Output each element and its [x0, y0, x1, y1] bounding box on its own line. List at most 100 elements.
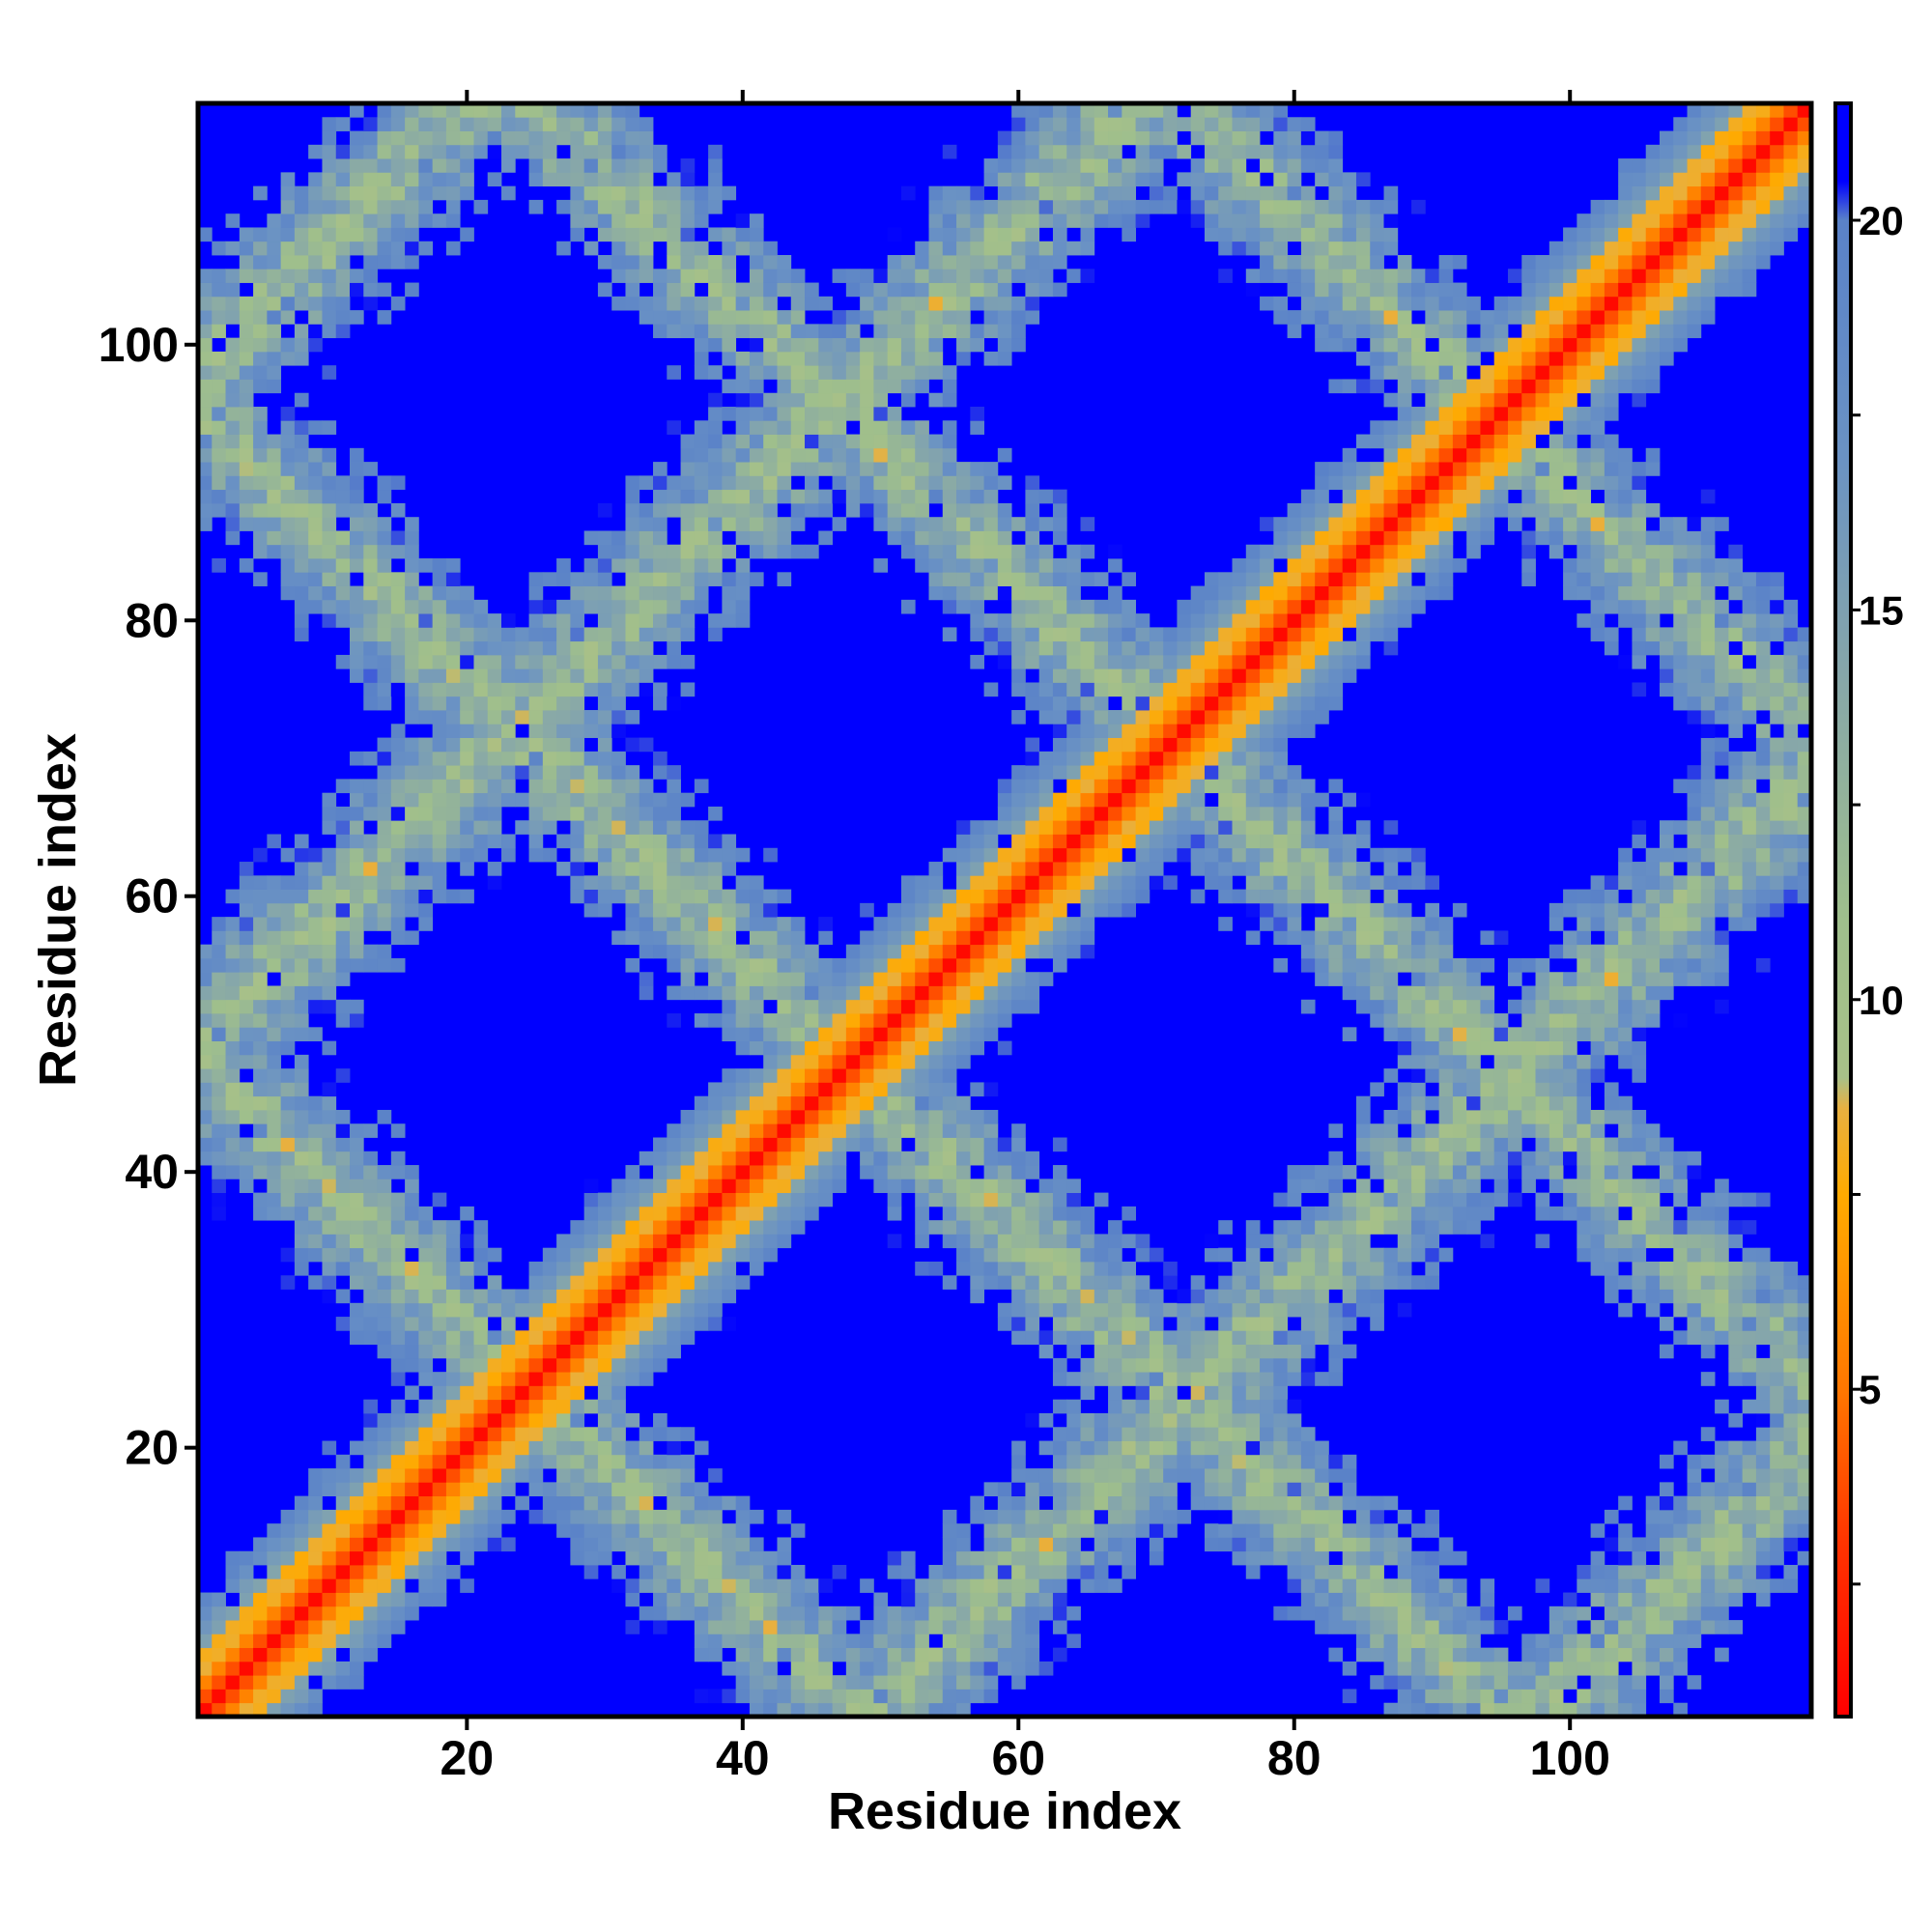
heatmap-cell: [570, 1468, 585, 1483]
heatmap-cell: [694, 324, 709, 339]
heatmap-cell: [722, 1151, 737, 1166]
heatmap-cell: [432, 710, 447, 724]
heatmap-cell: [308, 847, 323, 863]
heatmap-cell: [1025, 1206, 1040, 1221]
heatmap-cell: [680, 324, 696, 339]
heatmap-cell: [722, 1220, 737, 1235]
heatmap-cell: [653, 1302, 668, 1318]
heatmap-cell: [611, 1440, 626, 1456]
heatmap-cell: [377, 1247, 392, 1263]
heatmap-cell: [322, 1234, 337, 1249]
heatmap-cell: [570, 1372, 585, 1386]
heatmap-cell: [1287, 117, 1302, 131]
heatmap-cell: [749, 1095, 764, 1111]
heatmap-cell: [1273, 724, 1288, 738]
heatmap-cell: [845, 1040, 861, 1056]
heatmap-cell: [1038, 558, 1054, 573]
heatmap-cell: [611, 199, 626, 214]
heatmap-cell: [460, 1550, 474, 1566]
heatmap-cell: [845, 462, 861, 476]
heatmap-cell: [432, 1302, 447, 1318]
heatmap-cell: [363, 1206, 378, 1221]
heatmap-cell: [405, 1165, 419, 1179]
heatmap-cell: [405, 1357, 419, 1373]
heatmap-cell: [680, 269, 696, 283]
heatmap-cell: [528, 1399, 544, 1414]
heatmap-cell: [1163, 668, 1178, 683]
heatmap-cell: [1038, 255, 1054, 270]
heatmap-cell: [294, 324, 309, 339]
heatmap-cell: [667, 585, 681, 601]
heatmap-cell: [583, 158, 599, 173]
heatmap-cell: [445, 1330, 461, 1346]
heatmap-cell: [735, 599, 751, 614]
heatmap-cell: [763, 269, 778, 283]
heatmap-cell: [1135, 1234, 1151, 1249]
heatmap-cell: [253, 930, 268, 946]
heatmap-cell: [1177, 696, 1192, 711]
heatmap-cell: [363, 1634, 378, 1649]
heatmap-cell: [790, 1151, 806, 1166]
heatmap-cell: [805, 324, 819, 339]
heatmap-cell: [294, 1165, 309, 1179]
heatmap-cell: [1011, 1440, 1026, 1456]
heatmap-cell: [308, 420, 323, 435]
heatmap-cell: [708, 1206, 723, 1221]
heatmap-cell: [1122, 130, 1136, 146]
heatmap-cell: [1260, 1482, 1274, 1497]
heatmap-cell: [845, 1068, 861, 1083]
heatmap-cell: [667, 1605, 681, 1621]
heatmap-cell: [308, 558, 323, 573]
heatmap-cell: [473, 1317, 489, 1331]
heatmap-cell: [418, 1468, 434, 1483]
heatmap-cell: [1300, 834, 1316, 849]
heatmap-cell: [956, 296, 971, 311]
heatmap-cell: [322, 172, 337, 187]
heatmap-cell: [1122, 172, 1136, 187]
heatmap-cell: [473, 130, 489, 146]
heatmap-cell: [418, 751, 434, 766]
heatmap-cell: [1218, 1454, 1233, 1469]
heatmap-cell: [294, 1523, 309, 1538]
heatmap-cell: [487, 724, 502, 738]
heatmap-cell: [445, 1495, 461, 1511]
heatmap-cell: [294, 1013, 309, 1028]
heatmap-cell: [294, 862, 309, 876]
heatmap-cell: [845, 1605, 861, 1621]
heatmap-cell: [542, 640, 557, 656]
heatmap-cell: [667, 765, 681, 780]
heatmap-cell: [308, 172, 323, 187]
heatmap-cell: [515, 117, 529, 131]
heatmap-cell: [873, 392, 889, 408]
heatmap-cell: [639, 1220, 654, 1235]
heatmap-cell: [1218, 1523, 1233, 1538]
heatmap-cell: [432, 1412, 447, 1428]
heatmap-cell: [1025, 572, 1040, 586]
heatmap-cell: [1204, 1330, 1219, 1346]
heatmap-cell: [308, 144, 323, 159]
heatmap-cell: [570, 627, 585, 642]
heatmap-cell: [680, 1550, 696, 1566]
heatmap-cell: [501, 185, 516, 201]
heatmap-cell: [928, 985, 944, 1001]
heatmap-cell: [1149, 172, 1164, 187]
heatmap-cell: [212, 1634, 226, 1649]
heatmap-cell: [528, 1372, 544, 1386]
heatmap-cell: [1245, 282, 1261, 298]
heatmap-cell: [501, 144, 516, 159]
heatmap-cell: [212, 917, 226, 931]
heatmap-cell: [735, 1592, 751, 1607]
heatmap-cell: [1273, 1550, 1288, 1566]
heatmap-cell: [1052, 1427, 1067, 1441]
heatmap-cell: [597, 199, 612, 214]
heatmap-cell: [790, 985, 806, 1001]
heatmap-cell: [1066, 1192, 1081, 1208]
heatmap-cell: [1080, 269, 1095, 283]
heatmap-cell: [639, 820, 654, 835]
heatmap-cell: [900, 420, 916, 435]
heatmap-cell: [708, 144, 723, 159]
heatmap-cell: [1287, 1550, 1302, 1566]
heatmap-cell: [460, 1317, 474, 1331]
heatmap-cell: [225, 1605, 241, 1621]
heatmap-cell: [956, 1605, 971, 1621]
